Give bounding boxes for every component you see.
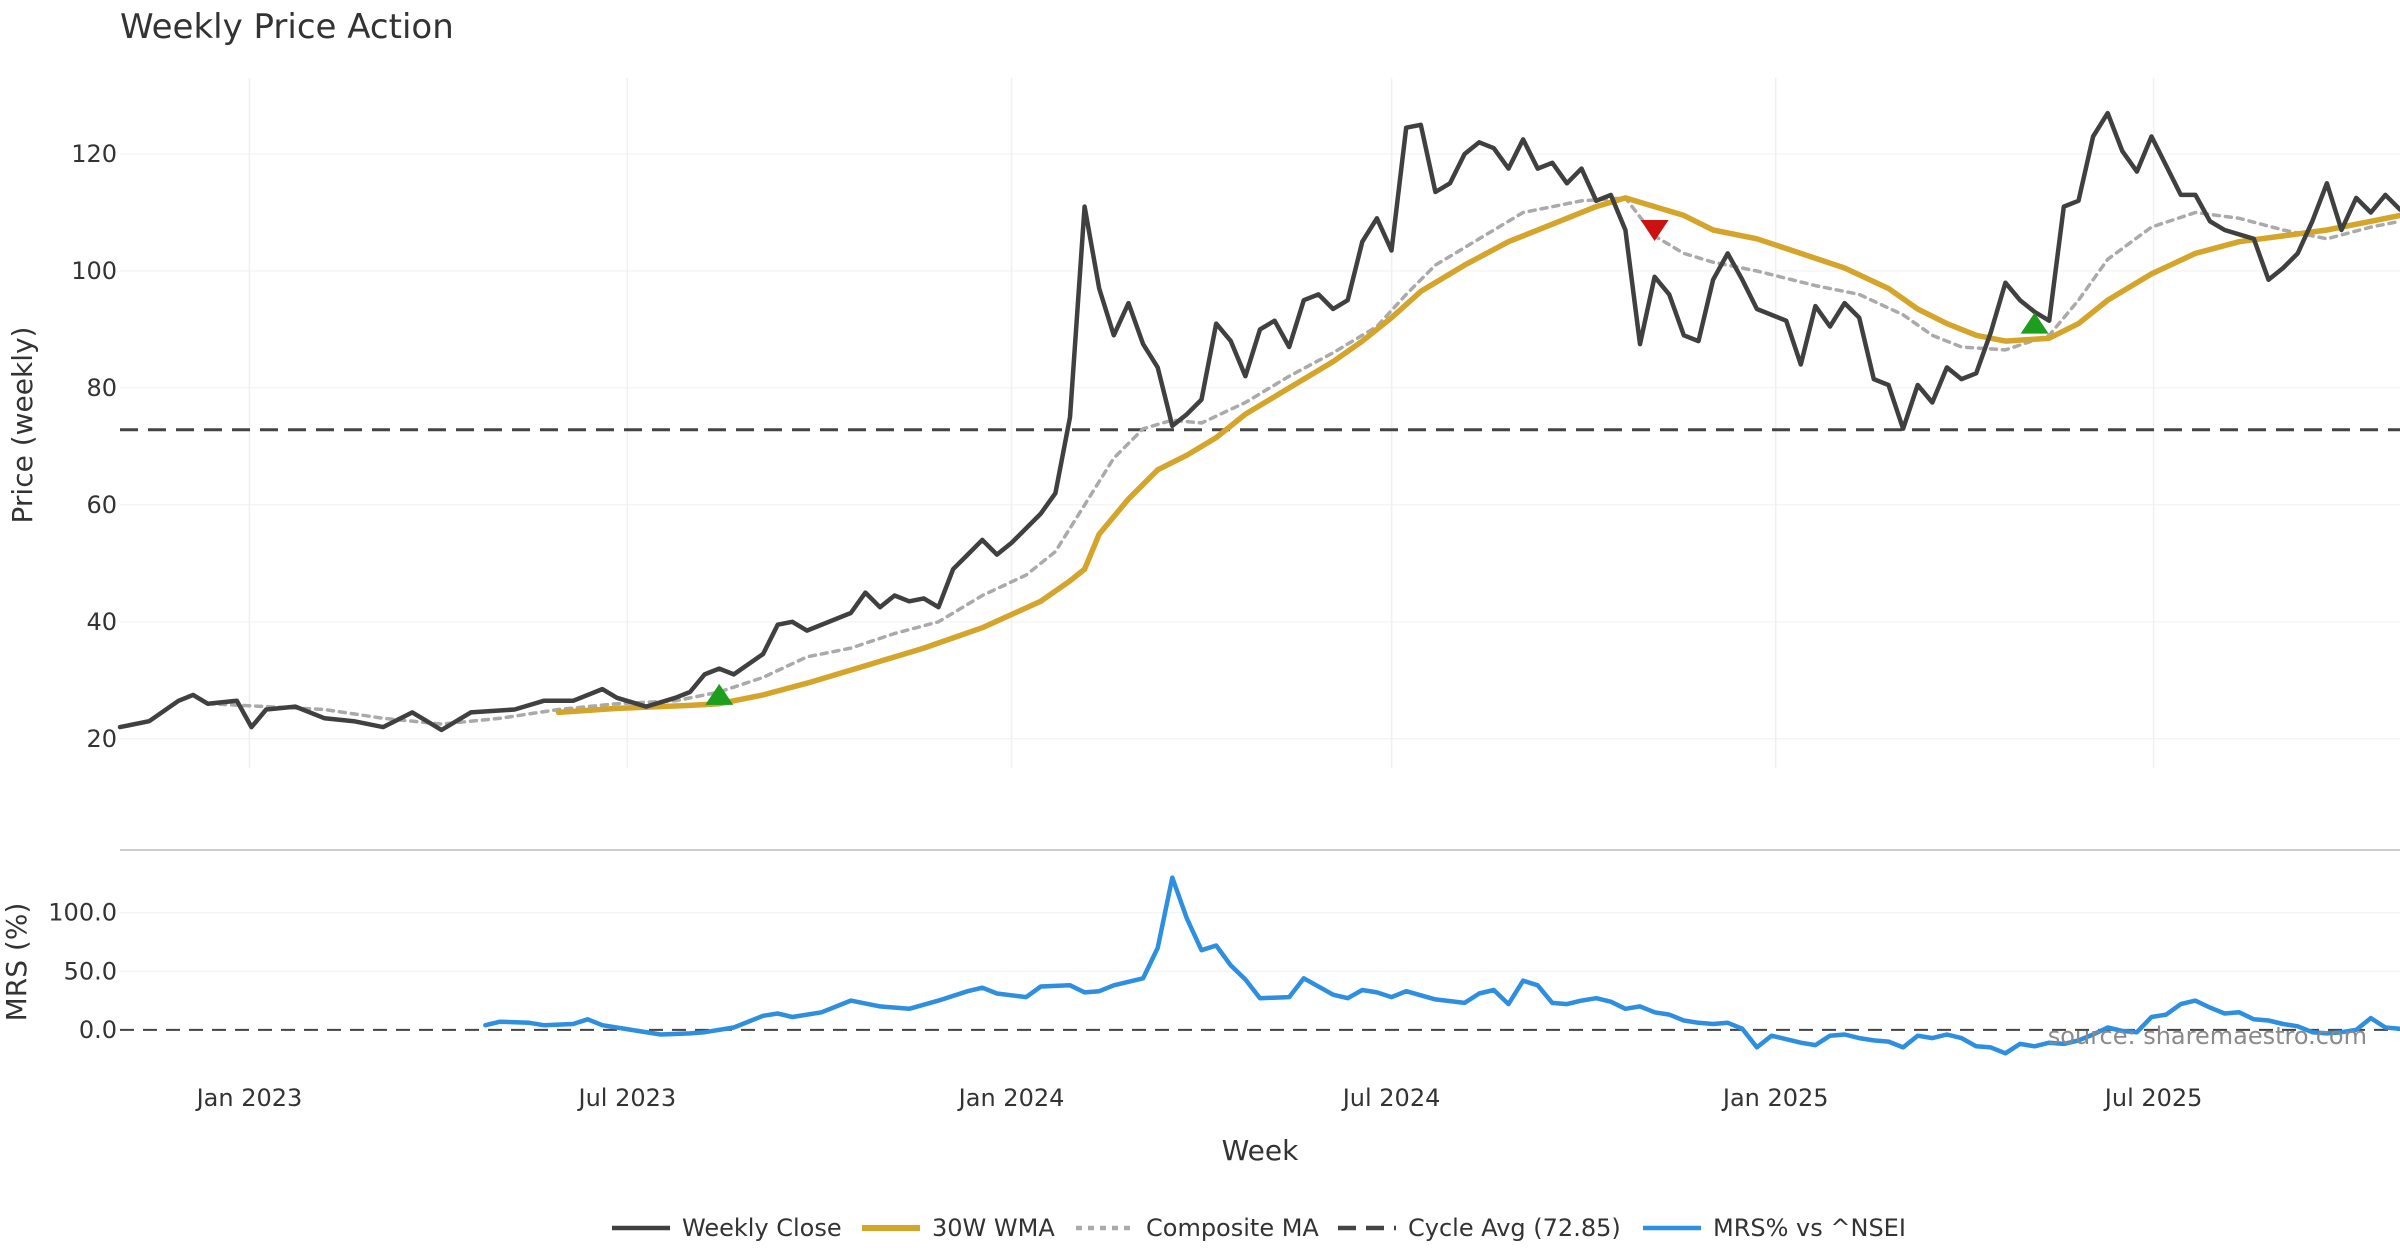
x-tick-label: Jan 2025 <box>1721 1084 1829 1112</box>
price-y-tick-label: 80 <box>86 374 117 402</box>
legend-label-30w-wma: 30W WMA <box>932 1214 1055 1242</box>
mrs-y-tick-label: 0.0 <box>79 1016 117 1044</box>
mrs-y-tick-label: 100.0 <box>48 899 117 927</box>
price-y-tick-label: 60 <box>86 491 117 519</box>
price-y-tick-label: 40 <box>86 608 117 636</box>
x-axis-title: Week <box>1222 1134 1299 1167</box>
x-tick-label: Jul 2024 <box>1341 1084 1441 1112</box>
legend-label-composite-ma: Composite MA <box>1146 1214 1319 1242</box>
source-note: source: sharemaestro.com <box>2048 1022 2367 1050</box>
series-line-weekly-close <box>117 110 2400 733</box>
price-y-ticks: 20 40 60 80 100 120 <box>71 140 117 753</box>
price-y-tick-label: 20 <box>86 725 117 753</box>
x-tick-label: Jan 2024 <box>957 1084 1065 1112</box>
legend: Weekly Close 30W WMA Composite MA Cycle Avg… <box>612 1214 1906 1242</box>
price-grid <box>120 78 2400 768</box>
signal-markers <box>705 220 2049 705</box>
series-line-30w-wma <box>555 195 2400 716</box>
price-y-tick-label: 100 <box>71 257 117 285</box>
price-y-tick-label: 120 <box>71 140 117 168</box>
x-tick-label: Jul 2023 <box>577 1084 677 1112</box>
buy-signal-marker <box>705 683 734 705</box>
legend-label-mrs-vs-nsei: MRS% vs ^NSEI <box>1713 1214 1906 1242</box>
series-line-mrs-vs-nsei <box>483 875 2400 1056</box>
mrs-y-ticks: 0.0 50.0 100.0 <box>48 899 117 1044</box>
buy-signal-marker <box>2020 312 2049 334</box>
chart-title: Weekly Price Action <box>120 7 454 47</box>
x-axis-ticks: Jan 2023 Jul 2023 Jan 2024 Jul 2024 Jan 2025… <box>195 1084 2203 1112</box>
legend-label-cycle-avg-72-85: Cycle Avg (72.85) <box>1408 1214 1621 1242</box>
legend-label-weekly-close: Weekly Close <box>682 1214 842 1242</box>
x-tick-label: Jan 2023 <box>195 1084 303 1112</box>
x-tick-label: Jul 2025 <box>2103 1084 2203 1112</box>
sell-signal-marker <box>1640 220 1669 242</box>
series-line-composite-ma <box>205 196 2400 726</box>
price-y-axis-title: Price (weekly) <box>6 327 39 524</box>
series-layer <box>117 110 2400 1056</box>
mrs-y-tick-label: 50.0 <box>64 957 117 985</box>
mrs-grid <box>120 912 2400 1031</box>
mrs-y-axis-title: MRS (%) <box>0 903 33 1022</box>
